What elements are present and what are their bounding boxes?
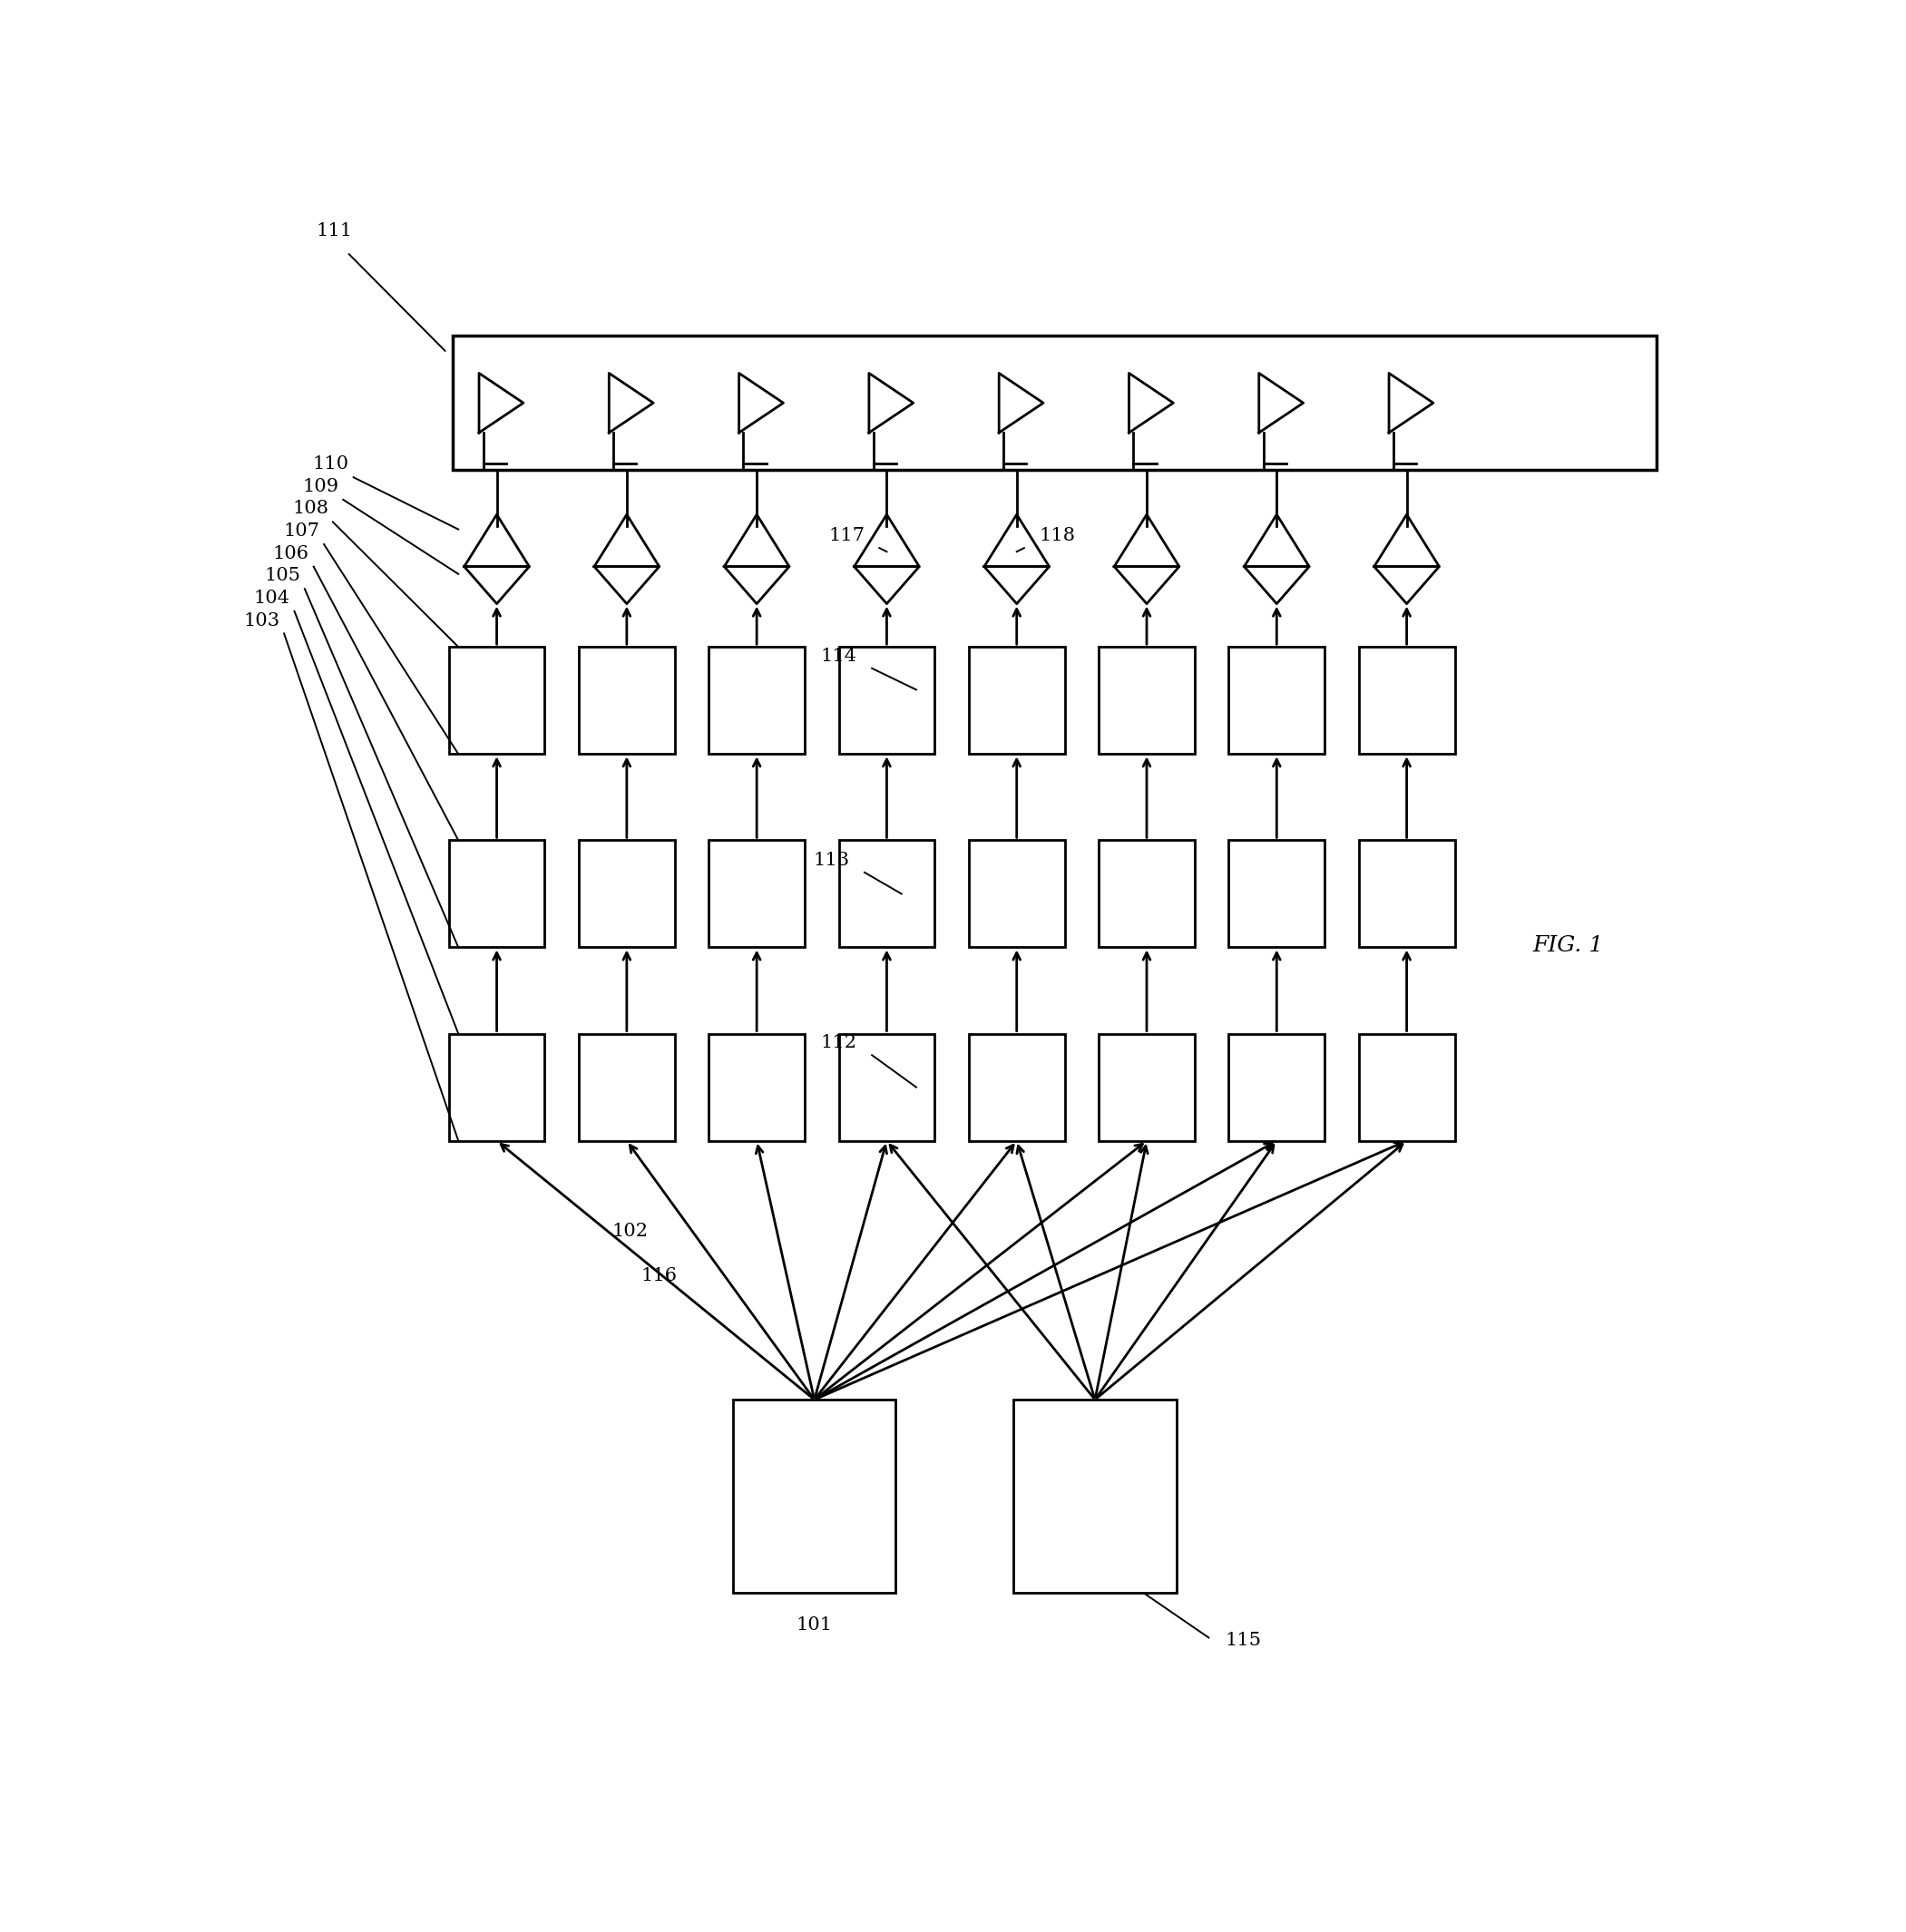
Text: 101: 101 <box>797 1617 833 1634</box>
Bar <box>452 336 1656 469</box>
Bar <box>1359 1034 1454 1140</box>
Bar <box>1229 647 1325 753</box>
Text: 118: 118 <box>1039 527 1075 545</box>
Text: 104: 104 <box>253 589 290 607</box>
Bar <box>839 840 934 947</box>
Bar <box>1229 840 1325 947</box>
Text: 116: 116 <box>640 1267 677 1285</box>
Bar <box>579 647 675 753</box>
Text: FIG. 1: FIG. 1 <box>1532 935 1603 956</box>
Bar <box>734 1399 896 1594</box>
Text: 107: 107 <box>284 522 320 539</box>
Bar <box>709 840 804 947</box>
Bar <box>968 647 1065 753</box>
Bar <box>1098 1034 1195 1140</box>
Text: 115: 115 <box>1226 1631 1262 1648</box>
Bar <box>1229 1034 1325 1140</box>
Bar <box>709 1034 804 1140</box>
Bar <box>1098 647 1195 753</box>
Bar <box>839 647 934 753</box>
Bar <box>968 1034 1065 1140</box>
Text: 109: 109 <box>303 477 339 495</box>
Bar <box>1014 1399 1176 1594</box>
Bar <box>1359 647 1454 753</box>
Bar <box>448 840 545 947</box>
Text: 111: 111 <box>316 222 353 240</box>
Text: 102: 102 <box>612 1223 648 1240</box>
Text: 113: 113 <box>814 852 850 869</box>
Text: 110: 110 <box>313 456 349 473</box>
Text: 112: 112 <box>821 1034 858 1051</box>
Bar <box>579 1034 675 1140</box>
Bar <box>839 1034 934 1140</box>
Bar <box>968 840 1065 947</box>
Text: 103: 103 <box>244 612 280 630</box>
Bar <box>1359 840 1454 947</box>
Bar <box>448 1034 545 1140</box>
Text: 108: 108 <box>292 500 328 518</box>
Text: 105: 105 <box>265 568 301 583</box>
Text: 114: 114 <box>821 647 858 665</box>
Bar <box>709 647 804 753</box>
Text: 117: 117 <box>829 527 865 545</box>
Bar <box>448 647 545 753</box>
Bar <box>1098 840 1195 947</box>
Text: 106: 106 <box>273 545 309 562</box>
Bar <box>579 840 675 947</box>
